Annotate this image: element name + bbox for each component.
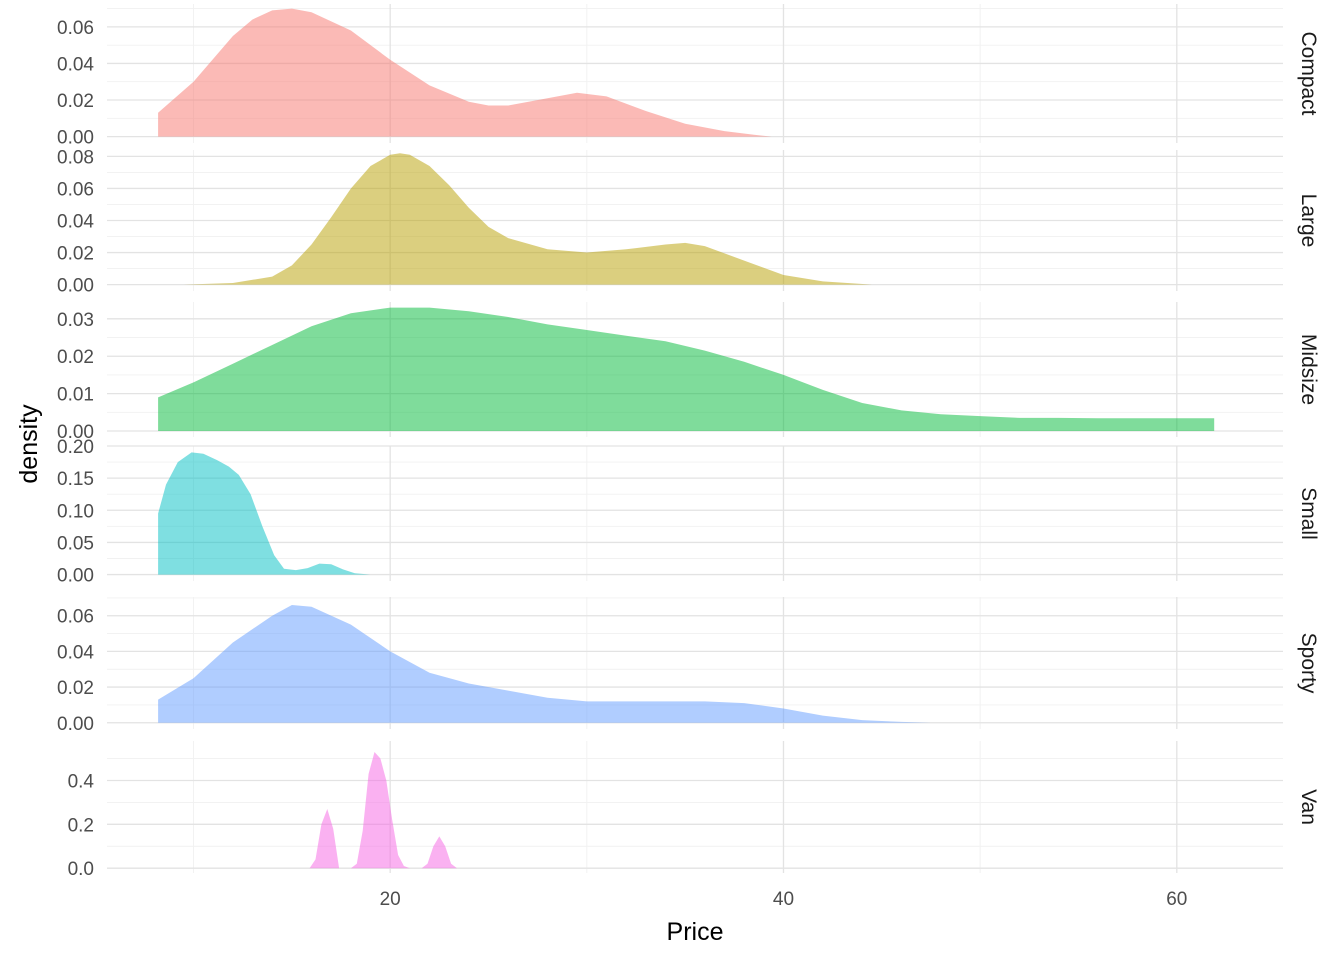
y-tick-label: 0.06 — [57, 607, 94, 628]
density-area-midsize — [158, 307, 1215, 431]
y-tick-label: 0.20 — [57, 437, 94, 458]
y-tick-label: 0.06 — [57, 179, 94, 200]
y-tick-label: 0.2 — [68, 815, 94, 836]
y-axis-title: density — [15, 404, 43, 484]
facet-van: 0.0 0.2 0.4 Van — [68, 741, 1320, 880]
facet-strip-label: Large — [1297, 194, 1320, 248]
y-tick-label: 0.4 — [68, 771, 95, 792]
facet-sporty: 0.00 0.02 0.04 0.06 Sporty — [57, 597, 1320, 735]
facet-panels: 0.000.020.040.06Compact0.000.020.040.060… — [57, 4, 1320, 880]
y-tick-label: 0.00 — [57, 128, 94, 149]
facet-large: 0.00 0.02 0.04 0.06 0.08 Large — [57, 147, 1320, 296]
facet-strip-label: Sporty — [1297, 633, 1320, 694]
facet-compact: 0.00 0.02 0.04 0.06 Compact — [57, 4, 1320, 149]
y-tick-label: 0.08 — [57, 147, 94, 168]
y-tick-label: 0.10 — [57, 501, 94, 522]
x-tick-label: 40 — [773, 889, 794, 910]
y-tick-label: 0.03 — [57, 310, 94, 331]
density-area-small — [158, 452, 371, 575]
facet-strip-label: Midsize — [1297, 334, 1320, 405]
y-tick-label: 0.00 — [57, 422, 94, 443]
y-tick-label: 0.04 — [57, 54, 94, 75]
density-area-compact — [158, 8, 772, 137]
y-tick-label: 0.02 — [57, 91, 94, 112]
density-area-large — [183, 153, 872, 285]
y-tick-label: 0.01 — [57, 385, 94, 406]
y-tick-label: 0.02 — [57, 244, 94, 265]
facet-strip-label: Small — [1297, 487, 1320, 540]
x-axis-title: Price — [667, 918, 724, 946]
y-tick-label: 0.04 — [57, 212, 94, 233]
x-tick-label: 20 — [380, 889, 401, 910]
y-tick-label: 0.04 — [57, 642, 94, 663]
x-axis: 20 40 60 — [380, 889, 1188, 910]
y-tick-label: 0.02 — [57, 678, 94, 699]
y-tick-label: 0.05 — [57, 533, 94, 554]
facet-strip-label: Van — [1297, 789, 1320, 825]
facet-midsize: 0.00 0.01 0.02 0.03 Midsize — [57, 302, 1320, 443]
y-tick-label: 0.06 — [57, 18, 94, 39]
density-area-van — [309, 752, 457, 869]
x-tick-label: 60 — [1166, 889, 1187, 910]
y-tick-label: 0.0 — [68, 859, 94, 880]
facet-strip-label: Compact — [1297, 31, 1320, 115]
density-area-sporty — [158, 605, 932, 723]
y-tick-label: 0.15 — [57, 469, 94, 490]
facet-small: 0.00 0.05 0.10 0.15 0.20 Small — [57, 437, 1320, 587]
y-tick-label: 0.00 — [57, 276, 94, 297]
y-tick-label: 0.00 — [57, 714, 94, 735]
y-tick-label: 0.00 — [57, 566, 94, 587]
y-tick-label: 0.02 — [57, 347, 94, 368]
